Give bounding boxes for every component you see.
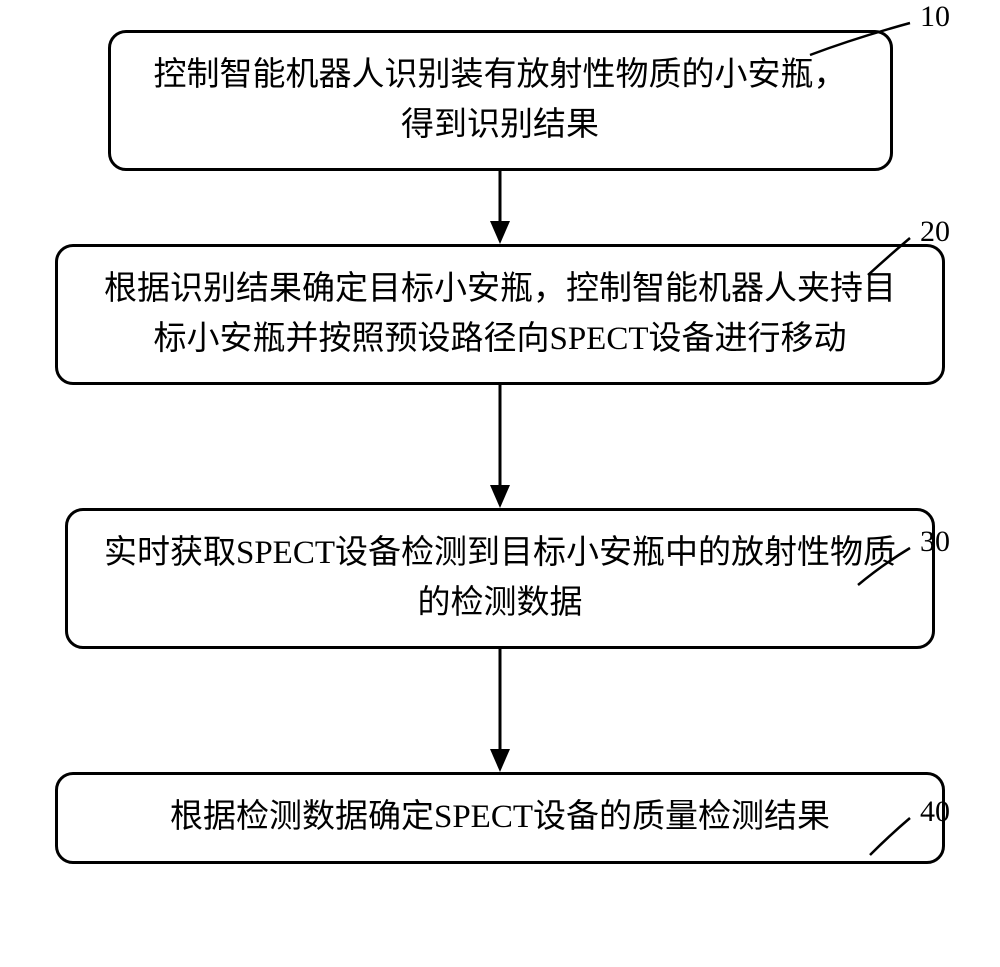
flowchart-container: 控制智能机器人识别装有放射性物质的小安瓶，得到识别结果 根据识别结果确定目标小安… <box>45 30 955 864</box>
node-text: 根据识别结果确定目标小安瓶，控制智能机器人夹持目标小安瓶并按照预设路径向SPEC… <box>93 265 907 364</box>
node-text: 控制智能机器人识别装有放射性物质的小安瓶，得到识别结果 <box>146 51 855 150</box>
node-label-20: 20 <box>920 215 950 249</box>
flowchart-node-10: 控制智能机器人识别装有放射性物质的小安瓶，得到识别结果 <box>108 30 893 171</box>
flowchart-node-20: 根据识别结果确定目标小安瓶，控制智能机器人夹持目标小安瓶并按照预设路径向SPEC… <box>55 244 945 385</box>
flow-arrow <box>45 649 955 772</box>
flowchart-node-40: 根据检测数据确定SPECT设备的质量检测结果 <box>55 772 945 864</box>
node-text: 根据检测数据确定SPECT设备的质量检测结果 <box>93 793 907 843</box>
node-label-10: 10 <box>920 0 950 34</box>
flowchart-node-30: 实时获取SPECT设备检测到目标小安瓶中的放射性物质的检测数据 <box>65 508 935 649</box>
node-label-40: 40 <box>920 795 950 829</box>
flow-arrow <box>45 171 955 244</box>
flow-arrow <box>45 385 955 508</box>
node-text: 实时获取SPECT设备检测到目标小安瓶中的放射性物质的检测数据 <box>103 529 897 628</box>
node-label-30: 30 <box>920 525 950 559</box>
